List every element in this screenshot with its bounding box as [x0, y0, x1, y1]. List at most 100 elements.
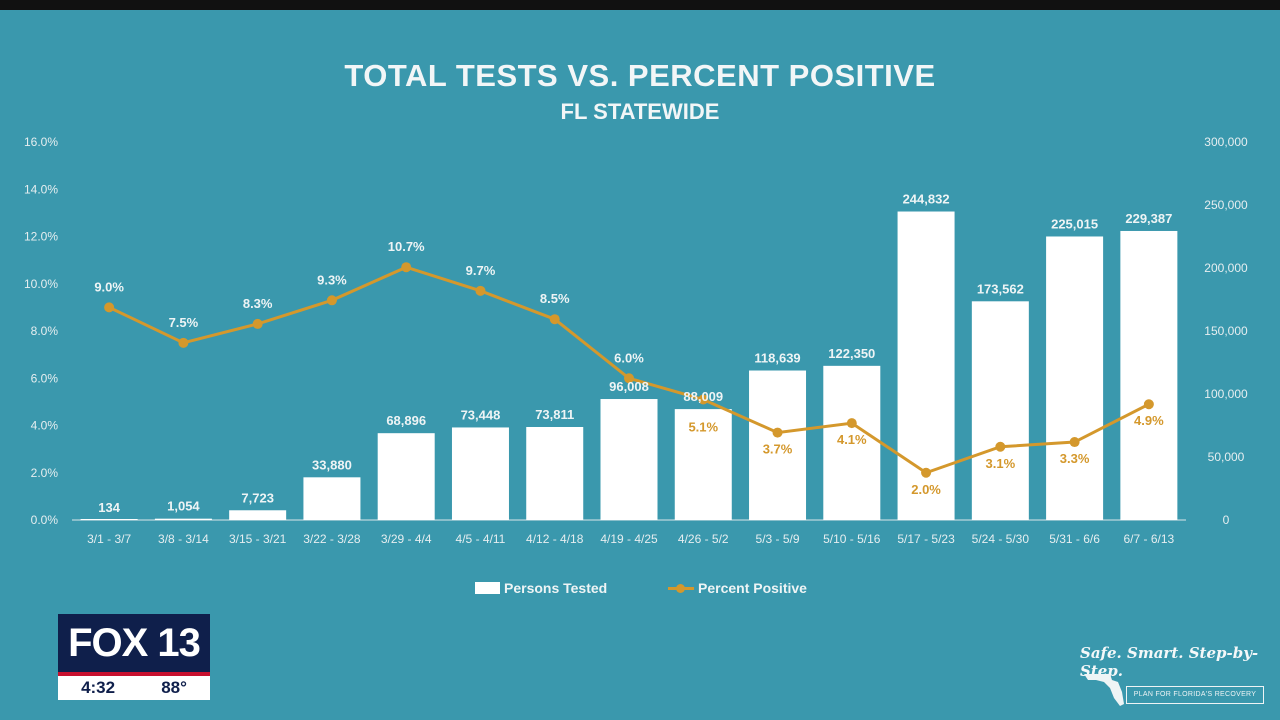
x-tick-label: 3/1 - 3/7	[87, 532, 131, 546]
legend-item-persons-tested: Persons Tested	[475, 580, 607, 596]
y-left-tick-label: 16.0%	[24, 135, 58, 149]
percent-value-label: 9.0%	[94, 279, 124, 294]
bar-persons-tested	[1046, 236, 1104, 521]
percent-positive-point	[178, 337, 189, 348]
y-left-tick-label: 10.0%	[24, 277, 58, 291]
percent-positive-point	[698, 394, 709, 405]
bar-value-label: 134	[98, 500, 120, 515]
percent-positive-point	[104, 302, 115, 313]
x-tick-label: 4/5 - 4/11	[456, 532, 506, 546]
badge-info-bar: 4:32 88°	[58, 676, 210, 700]
percent-value-label: 7.5%	[169, 315, 199, 330]
bar-value-label: 244,832	[903, 192, 950, 207]
x-tick-label: 4/19 - 4/25	[600, 532, 658, 546]
x-tick-label: 5/17 - 5/23	[897, 532, 955, 546]
badge-divider	[58, 672, 210, 676]
x-tick-label: 3/29 - 4/4	[381, 532, 432, 546]
florida-map-icon	[1084, 674, 1124, 706]
bar-value-label: 73,448	[461, 407, 501, 422]
bar-value-label: 73,811	[535, 407, 574, 422]
percent-positive-point	[326, 295, 337, 306]
y-left-tick-label: 12.0%	[24, 230, 58, 244]
badge-temperature: 88°	[161, 678, 187, 697]
x-tick-label: 3/15 - 3/21	[229, 532, 287, 546]
y-left-tick-label: 4.0%	[31, 419, 59, 433]
bar-persons-tested	[303, 477, 361, 520]
legend-item-percent-positive: Percent Positive	[668, 580, 807, 596]
brand-subtitle: PLAN FOR FLORIDA'S RECOVERY	[1126, 686, 1264, 704]
percent-positive-point	[475, 285, 486, 296]
x-tick-label: 5/24 - 5/30	[972, 532, 1030, 546]
bar-persons-tested	[600, 399, 658, 520]
y-left-tick-label: 0.0%	[31, 513, 59, 527]
x-tick-label: 6/7 - 6/13	[1124, 532, 1175, 546]
chart-title: TOTAL TESTS VS. PERCENT POSITIVE	[344, 58, 936, 93]
percent-positive-point	[252, 318, 263, 329]
bar-persons-tested	[749, 370, 807, 520]
x-tick-label: 4/12 - 4/18	[526, 532, 584, 546]
percent-positive-point	[624, 373, 634, 384]
percent-positive-point	[1069, 437, 1080, 448]
y-left-tick-label: 2.0%	[31, 466, 59, 480]
x-tick-label: 5/31 - 6/6	[1049, 532, 1100, 546]
y-left-tick-label: 8.0%	[31, 324, 59, 338]
y-right-tick-label: 100,000	[1204, 387, 1248, 401]
x-tick-label: 5/3 - 5/9	[756, 532, 800, 546]
y-right-tick-label: 200,000	[1204, 261, 1248, 275]
bar-persons-tested	[1120, 230, 1178, 520]
legend-label-bars: Persons Tested	[504, 580, 608, 596]
bar-persons-tested	[154, 518, 212, 520]
chart-legend: Persons Tested Percent Positive	[0, 580, 1280, 600]
x-tick-label: 3/8 - 3/14	[158, 532, 209, 546]
x-tick-label: 5/10 - 5/16	[823, 532, 881, 546]
percent-positive-point	[921, 467, 932, 478]
y-left-tick-label: 14.0%	[24, 182, 58, 196]
percent-positive-point	[846, 418, 857, 429]
percent-value-label: 10.7%	[388, 239, 425, 254]
badge-time: 4:32	[81, 678, 116, 697]
bar-persons-tested	[229, 510, 287, 520]
top-letterbox-bar	[0, 0, 1280, 10]
percent-value-label: 9.3%	[317, 272, 347, 287]
percent-value-label: 6.0%	[614, 350, 644, 365]
x-tick-label: 4/26 - 5/2	[678, 532, 729, 546]
bar-value-label: 33,880	[312, 457, 352, 472]
bar-value-label: 122,350	[828, 346, 875, 361]
bar-persons-tested	[526, 426, 584, 520]
legend-label-line: Percent Positive	[698, 580, 807, 596]
fox13-logo: FOX 13	[58, 614, 210, 672]
chart-subtitle: FL STATEWIDE	[560, 99, 720, 124]
percent-value-label: 8.5%	[540, 291, 570, 306]
percent-value-label: 3.7%	[763, 442, 793, 457]
bar-value-label: 229,387	[1125, 211, 1172, 226]
bar-value-label: 118,639	[754, 351, 800, 366]
bar-value-label: 7,723	[241, 490, 274, 505]
legend-bar-swatch	[475, 582, 500, 594]
bar-persons-tested	[80, 519, 138, 520]
recovery-plan-logo: Safe. Smart. Step-by-Step. PLAN FOR FLOR…	[1080, 644, 1270, 710]
bar-persons-tested	[971, 301, 1029, 520]
percent-positive-point	[1143, 399, 1154, 410]
bar-persons-tested	[674, 409, 732, 520]
percent-value-label: 3.3%	[1060, 451, 1090, 466]
bar-persons-tested	[451, 427, 509, 520]
percent-positive-point	[401, 262, 412, 273]
bar-value-label: 1,054	[167, 499, 200, 514]
y-right-tick-label: 300,000	[1204, 135, 1248, 149]
percent-value-label: 5.1%	[688, 420, 718, 435]
y-right-tick-label: 0	[1223, 513, 1230, 527]
percent-positive-point	[772, 427, 783, 438]
legend-line-swatch	[668, 583, 694, 593]
y-right-tick-label: 250,000	[1204, 198, 1248, 212]
bar-persons-tested	[377, 433, 435, 520]
bar-persons-tested	[823, 365, 881, 520]
bar-value-label: 96,008	[609, 379, 649, 394]
percent-value-label: 2.0%	[911, 482, 941, 497]
bar-value-label: 88,009	[683, 389, 723, 404]
y-right-tick-label: 50,000	[1208, 450, 1245, 464]
bar-value-label: 225,015	[1051, 216, 1098, 231]
percent-positive-point	[549, 314, 560, 325]
percent-value-label: 4.9%	[1134, 413, 1164, 428]
percent-positive-point	[995, 441, 1006, 452]
